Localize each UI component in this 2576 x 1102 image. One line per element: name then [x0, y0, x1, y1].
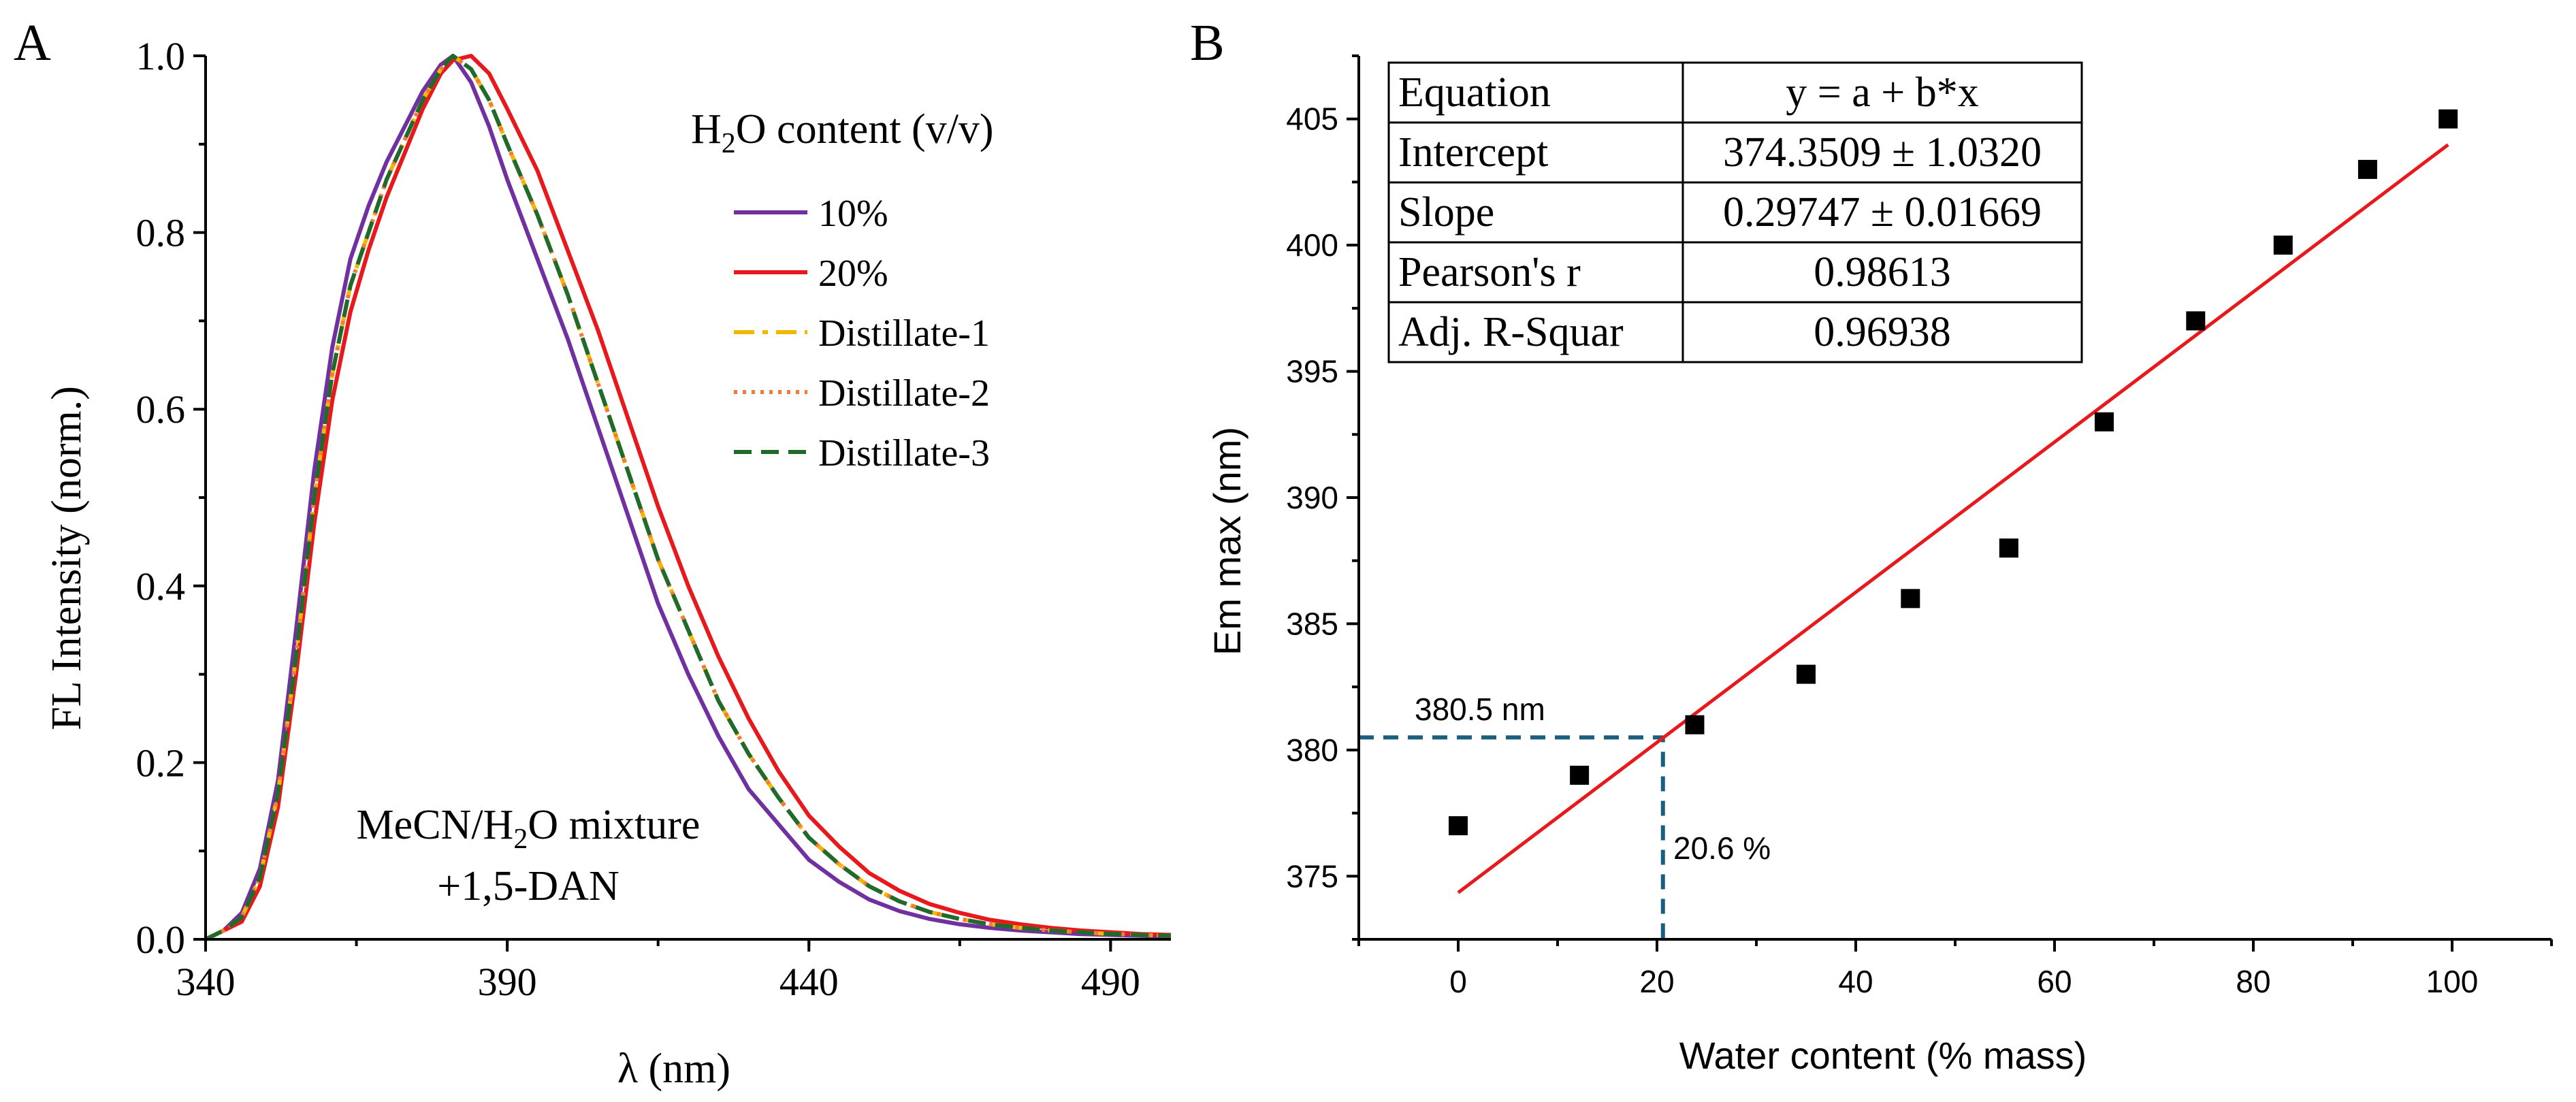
- chart-b-data-point: [1901, 589, 1920, 609]
- chart-a-y-axis-label: FL Intensity (norm.): [44, 386, 90, 730]
- chart-b-data-point: [1685, 715, 1705, 734]
- chart-a-series-line-4: [204, 54, 1172, 941]
- chart-b-y-axis-label: Em max (nm): [1206, 427, 1249, 655]
- chart-b-data-point: [2095, 412, 2114, 432]
- chart-a-y-tick-label: 0.2: [136, 741, 186, 785]
- fit-table-value-cell: 0.29747 ± 0.01669: [1723, 189, 2042, 236]
- annotation-prefix: MeCN/H: [357, 802, 514, 848]
- chart-b-ticks: 0 20 40 60 80 100 375 380 385 390 395 400 405: [1286, 54, 2553, 999]
- chart-b-y-tick-label: 390: [1286, 480, 1338, 515]
- chart-b-data-point: [2357, 159, 2377, 179]
- chart-a-series-line-1: [204, 54, 1172, 941]
- chart-b-y-tick-label: 380: [1286, 732, 1338, 768]
- chart-b-data-point: [1570, 765, 1590, 785]
- chart-b-plot-area: [1449, 109, 2458, 894]
- fit-table-key-cell: Pearson's r: [1398, 249, 1581, 295]
- chart-a-ticks: 340 390 440 490 0.0 0.2 0.4 0.6 0.8 1.0: [136, 34, 1140, 1004]
- chart-b-guide-x-label: 20.6 %: [1673, 830, 1771, 866]
- fit-table-value-cell: 374.3509 ± 1.0320: [1723, 129, 2042, 176]
- chart-a-x-tick-label: 340: [176, 960, 236, 1004]
- annotation-suffix: O mixture: [528, 802, 700, 848]
- chart-a-series-line-0: [204, 54, 1172, 941]
- fit-table-key-cell: Intercept: [1398, 129, 1548, 176]
- chart-a-y-tick-label: 0.4: [136, 564, 186, 609]
- chart-b-data-point: [1449, 816, 1468, 836]
- chart-a-x-tick-label: 390: [478, 960, 537, 1004]
- chart-b-y-tick-label: 395: [1286, 354, 1338, 389]
- chart-a: 340 390 440 490 0.0 0.2 0.4 0.6 0.8 1.0 FL Intens…: [44, 34, 1172, 1092]
- chart-b-guide-y-label: 380.5 nm: [1415, 692, 1545, 727]
- chart-b-data-point: [2273, 236, 2293, 255]
- chart-a-legend-label-4: Distillate-3: [818, 432, 990, 474]
- chart-a-y-tick-label: 0.6: [136, 387, 186, 432]
- chart-b-x-tick-label: 60: [2037, 964, 2072, 999]
- chart-b-fit-line: [1457, 143, 2449, 894]
- chart-a-legend-label-2: Distillate-1: [818, 312, 990, 355]
- chart-b-guide-polyline: [1359, 735, 1665, 939]
- legend-title-suffix: O content (v/v): [736, 106, 994, 152]
- chart-a-x-tick-label: 440: [779, 960, 839, 1004]
- chart-a-y-tick-label: 0.0: [136, 918, 186, 962]
- chart-b-x-tick-label: 100: [2426, 964, 2479, 999]
- fit-table-value-cell: y = a + b*x: [1786, 69, 1978, 116]
- chart-a-legend-label-0: 10%: [818, 193, 888, 235]
- chart-a-plot-area: [204, 54, 1172, 941]
- fit-table-key-cell: Adj. R-Squar: [1398, 309, 1624, 355]
- chart-b-y-tick-label: 375: [1286, 858, 1338, 894]
- chart-b-x-axis-label: Water content (% mass): [1679, 1034, 2087, 1077]
- fit-table-key-cell: Slope: [1398, 189, 1494, 236]
- chart-b-x-tick-label: 20: [1639, 964, 1674, 999]
- fit-table-value-cell: 0.98613: [1814, 249, 1951, 295]
- chart-b-y-tick-label: 385: [1286, 606, 1338, 641]
- chart-b-fit-table: Equation y = a + b*x Intercept 374.3509 ± 1…: [1387, 61, 2083, 363]
- chart-b-data-point: [2438, 109, 2458, 129]
- chart-a-legend: 10% 20% Distillate-1 Distillate-2 Distillate…: [734, 193, 990, 474]
- chart-a-annotation-line1: MeCN/H2O mixture: [357, 802, 701, 855]
- chart-b-y-tick-label: 405: [1286, 101, 1338, 137]
- chart-a-y-tick-label: 1.0: [136, 34, 186, 78]
- legend-title-subscript: 2: [722, 128, 736, 159]
- chart-a-legend-title: H2O content (v/v): [691, 106, 994, 159]
- panel-label-a: A: [14, 14, 51, 71]
- chart-b-data-point: [2186, 311, 2206, 331]
- fit-table-key-cell: Equation: [1398, 69, 1551, 116]
- chart-b-x-tick-label: 0: [1449, 964, 1467, 999]
- chart-a-x-tick-label: 490: [1081, 960, 1140, 1004]
- chart-b-guide-lines: [1359, 735, 1665, 939]
- chart-a-y-tick-label: 0.8: [136, 211, 186, 255]
- annotation-subscript: 2: [513, 824, 528, 855]
- chart-a-legend-label-3: Distillate-2: [818, 372, 990, 415]
- chart-a-x-axis-label: λ (nm): [617, 1046, 730, 1092]
- fit-table-value-cell: 0.96938: [1814, 309, 1951, 355]
- chart-a-legend-label-1: 20%: [818, 253, 888, 295]
- chart-b-data-point: [1999, 538, 2018, 558]
- chart-a-annotation-line2: +1,5-DAN: [437, 863, 619, 909]
- legend-title-prefix: H: [691, 106, 722, 152]
- fit-table-frame: [1387, 61, 2083, 363]
- chart-b-x-tick-label: 40: [1838, 964, 1873, 999]
- chart-b-x-tick-label: 80: [2236, 964, 2270, 999]
- chart-b: 0 20 40 60 80 100 375 380 385 390 395 400 405 Equati…: [1206, 54, 2553, 1077]
- chart-b-data-point: [1797, 664, 1816, 684]
- chart-b-y-tick-label: 400: [1286, 227, 1338, 263]
- panel-label-b: B: [1190, 14, 1225, 71]
